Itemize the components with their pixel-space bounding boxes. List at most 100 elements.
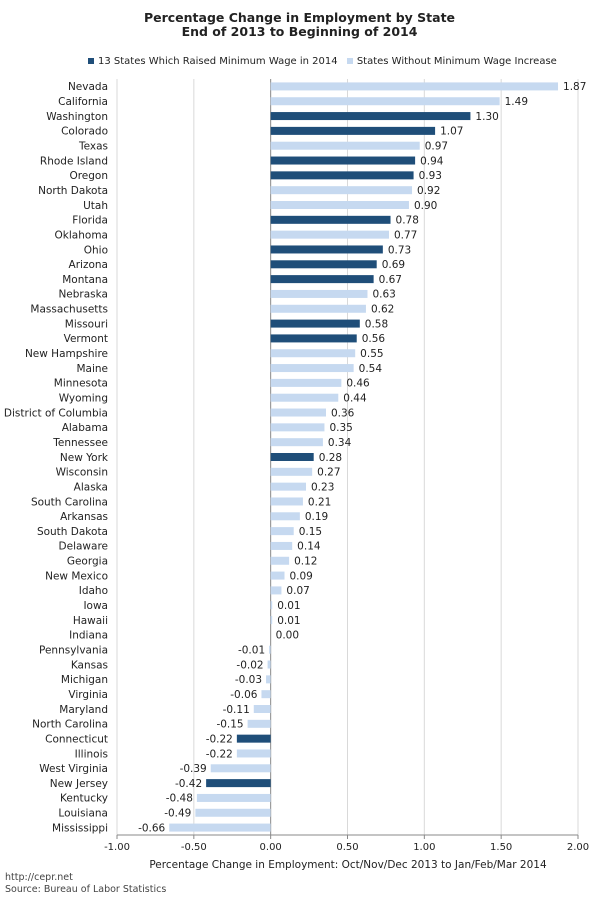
category-label: North Dakota — [38, 185, 108, 197]
data-label: 0.94 — [420, 155, 444, 167]
bar — [270, 289, 368, 298]
bar — [270, 512, 300, 521]
data-label: -0.03 — [235, 674, 262, 686]
data-label: 0.21 — [308, 496, 331, 508]
category-label: Rhode Island — [40, 155, 108, 167]
bar — [236, 749, 271, 758]
x-tick-label: 0.50 — [336, 842, 358, 853]
category-label: Iowa — [83, 600, 108, 612]
bar — [270, 364, 354, 373]
bar — [270, 393, 339, 402]
data-label: 0.93 — [419, 170, 442, 182]
data-label: 0.35 — [329, 422, 352, 434]
bar — [270, 141, 420, 150]
bars — [169, 82, 559, 832]
bar — [269, 645, 271, 654]
bar — [270, 112, 471, 121]
data-label: -0.42 — [175, 778, 202, 790]
legend-item-not-raised: States Without Minimum Wage Increase — [346, 56, 557, 68]
bar — [195, 808, 271, 817]
category-label: Massachusetts — [30, 304, 108, 316]
category-label: Arizona — [69, 259, 108, 271]
category-label: New Jersey — [50, 778, 108, 790]
x-tick-label: 1.00 — [413, 842, 435, 853]
x-tick-label: 2.00 — [567, 842, 589, 853]
data-label: 0.55 — [360, 348, 383, 360]
footer-source: Source: Bureau of Labor Statistics — [5, 884, 167, 895]
bar — [206, 779, 271, 788]
data-label: -0.15 — [216, 719, 243, 731]
x-axis-label: Percentage Change in Employment: Oct/Nov… — [149, 859, 547, 871]
bar — [270, 527, 294, 536]
bar — [270, 260, 377, 269]
data-label: 0.63 — [372, 289, 395, 301]
data-label: 1.30 — [475, 111, 498, 123]
category-label: Connecticut — [45, 733, 108, 745]
bar — [261, 690, 271, 699]
bar — [236, 734, 271, 743]
data-label: 0.09 — [289, 570, 312, 582]
bar — [270, 541, 293, 550]
data-label: 0.44 — [343, 393, 367, 405]
category-label: Wisconsin — [56, 467, 108, 479]
category-label: Mississippi — [52, 822, 108, 834]
bar — [270, 482, 307, 491]
category-label: Wyoming — [59, 393, 108, 405]
bar — [266, 675, 271, 684]
data-label: 0.15 — [299, 526, 322, 538]
bar — [270, 126, 436, 135]
data-label: -0.49 — [164, 808, 191, 820]
category-label: Ohio — [84, 244, 108, 256]
bar — [169, 823, 271, 832]
bar — [270, 616, 273, 625]
data-label: -0.48 — [166, 793, 193, 805]
bar — [270, 378, 342, 387]
category-label: Florida — [72, 215, 108, 227]
category-label: Alaska — [74, 481, 108, 493]
legend-label-not-raised: States Without Minimum Wage Increase — [356, 56, 557, 67]
bar — [253, 705, 271, 713]
data-label: -0.39 — [180, 763, 207, 775]
bar — [270, 201, 409, 209]
data-label: 0.92 — [417, 185, 440, 197]
bar — [270, 586, 282, 595]
category-label: California — [58, 96, 108, 108]
category-label: Arkansas — [60, 511, 108, 523]
category-label: New Mexico — [45, 570, 108, 582]
category-label: Utah — [83, 200, 108, 212]
category-label: Missouri — [65, 318, 108, 330]
category-label: West Virginia — [39, 763, 108, 775]
x-tick-label: 1.50 — [490, 842, 512, 853]
category-label: Kentucky — [60, 793, 108, 805]
bar — [270, 82, 559, 91]
data-label: 0.28 — [319, 452, 342, 464]
data-label: -0.06 — [230, 689, 257, 701]
category-label: Texas — [78, 141, 108, 153]
category-label: Colorado — [61, 126, 108, 138]
data-label: -0.22 — [206, 733, 233, 745]
category-label: Louisiana — [58, 808, 108, 820]
data-label: 0.90 — [414, 200, 437, 212]
bar — [270, 319, 360, 328]
category-label: Maryland — [59, 704, 108, 716]
category-label: Delaware — [59, 541, 108, 553]
bar — [270, 304, 366, 313]
data-label: 0.69 — [382, 259, 405, 271]
data-label: 0.00 — [276, 630, 299, 642]
bar — [270, 245, 383, 254]
bar — [270, 334, 357, 343]
data-label: -0.11 — [223, 704, 250, 716]
bar — [270, 453, 314, 461]
data-label: 0.14 — [297, 541, 321, 553]
category-label: South Carolina — [31, 496, 108, 508]
data-label: 0.54 — [359, 363, 383, 375]
category-label: Indiana — [69, 630, 108, 642]
category-label: South Dakota — [37, 526, 108, 538]
bar — [270, 186, 413, 195]
data-label: 0.23 — [311, 481, 334, 493]
data-label: 0.56 — [362, 333, 386, 345]
data-label: 0.19 — [305, 511, 328, 523]
bar — [196, 793, 271, 802]
category-label: Idaho — [79, 585, 108, 597]
data-label: -0.01 — [238, 645, 265, 657]
